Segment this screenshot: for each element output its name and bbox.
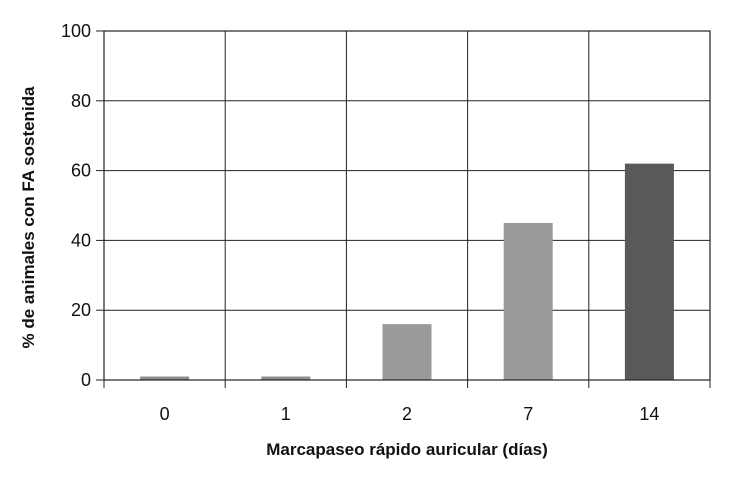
y-tick-label: 100 [61,21,91,41]
bar-layer [140,163,674,380]
bar-1 [261,376,311,380]
y-tick-label: 20 [71,300,91,320]
plot-frame [103,30,711,381]
x-tick-label: 1 [281,404,291,424]
y-axis-title: % de animales con FA sostenida [19,86,38,349]
bar-14 [624,163,674,380]
plot-border [103,30,711,381]
y-tick-label: 0 [81,370,91,390]
x-tick-label: 0 [160,404,170,424]
x-tick-label: 14 [639,404,659,424]
x-tick-label: 2 [402,404,412,424]
bar-2 [382,324,432,380]
y-tick-label: 60 [71,161,91,181]
y-axis-ticks: 0 20 40 60 80 100 [61,21,104,390]
bar-7 [503,222,553,380]
y-tick-label: 40 [71,230,91,250]
grid-layer [104,31,710,380]
x-axis-title: Marcapaseo rápido auricular (días) [266,440,548,459]
x-tick-label: 7 [523,404,533,424]
y-tick-label: 80 [71,91,91,111]
bar-0 [140,376,190,380]
x-axis-ticks: 0 1 2 7 14 [103,380,711,424]
